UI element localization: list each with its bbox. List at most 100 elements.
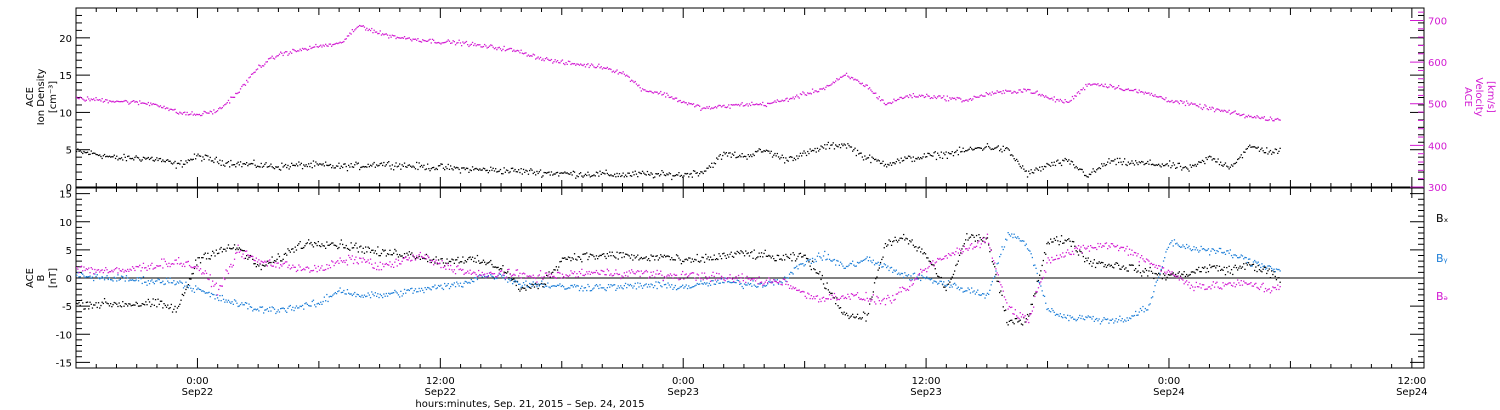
by-point bbox=[754, 285, 757, 287]
bx-point bbox=[273, 260, 276, 262]
velocity-point bbox=[900, 96, 902, 99]
bx-point bbox=[882, 256, 884, 258]
by-point bbox=[157, 278, 159, 280]
bz-point bbox=[706, 278, 708, 280]
velocity-point bbox=[441, 42, 443, 44]
bx-point bbox=[524, 287, 526, 289]
by-point bbox=[583, 287, 585, 289]
bz-point bbox=[327, 267, 329, 270]
density-point bbox=[654, 176, 656, 178]
velocity-point bbox=[1098, 85, 1100, 87]
bx-point bbox=[554, 269, 556, 271]
bx-point bbox=[299, 241, 301, 243]
by-point bbox=[180, 281, 182, 283]
bz-point bbox=[624, 274, 627, 277]
by-point bbox=[685, 284, 687, 286]
bx-point bbox=[339, 243, 341, 245]
by-point bbox=[609, 286, 611, 288]
density-point bbox=[216, 161, 219, 163]
bx-point bbox=[403, 253, 406, 255]
bz-point bbox=[984, 241, 986, 243]
density-point bbox=[247, 165, 249, 167]
by-point bbox=[1267, 265, 1269, 267]
velocity-point bbox=[141, 102, 143, 104]
bz-point bbox=[159, 265, 162, 267]
bx-point bbox=[1109, 265, 1111, 267]
bx-point bbox=[111, 306, 113, 308]
by-point bbox=[235, 300, 237, 302]
velocity-point bbox=[785, 98, 787, 100]
density-point bbox=[102, 155, 104, 157]
bz-point bbox=[1093, 247, 1095, 249]
bz-point bbox=[708, 276, 710, 278]
bz-point bbox=[431, 260, 434, 262]
density-point bbox=[935, 158, 938, 161]
velocity-point bbox=[1175, 100, 1177, 102]
density-point bbox=[985, 146, 987, 148]
bz-point bbox=[340, 260, 342, 262]
bz-point bbox=[1059, 254, 1061, 256]
velocity-point bbox=[446, 40, 448, 42]
bx-point bbox=[305, 243, 307, 245]
by-point bbox=[1141, 309, 1143, 312]
bz-point bbox=[488, 272, 491, 274]
velocity-point bbox=[399, 37, 401, 39]
velocity-point bbox=[434, 41, 436, 44]
by-point bbox=[978, 294, 980, 296]
velocity-point bbox=[655, 91, 657, 93]
by-point bbox=[1115, 318, 1117, 320]
bz-point bbox=[269, 259, 271, 261]
bz-point bbox=[740, 277, 742, 279]
bz-point bbox=[402, 257, 404, 260]
density-point bbox=[752, 153, 754, 155]
bz-point bbox=[192, 266, 194, 269]
velocity-point bbox=[746, 103, 748, 105]
by-point bbox=[991, 280, 993, 283]
density-point bbox=[920, 157, 922, 159]
bx-point bbox=[572, 258, 574, 260]
velocity-point bbox=[944, 98, 946, 101]
by-point bbox=[1143, 311, 1145, 313]
bx-point bbox=[949, 281, 951, 283]
velocity-point bbox=[546, 57, 548, 59]
by-point bbox=[904, 272, 906, 274]
density-point bbox=[748, 155, 751, 158]
density-point bbox=[1221, 164, 1223, 166]
by-point bbox=[434, 284, 436, 286]
velocity-point bbox=[910, 95, 912, 97]
bx-point bbox=[1059, 240, 1061, 243]
density-point bbox=[258, 165, 260, 168]
bz-point bbox=[287, 266, 289, 269]
bx-point bbox=[80, 299, 83, 301]
bz-point bbox=[520, 277, 522, 279]
by-point bbox=[91, 276, 94, 278]
bz-point bbox=[819, 298, 821, 300]
bz-point bbox=[1090, 245, 1092, 247]
density-point bbox=[522, 168, 525, 171]
velocity-point bbox=[444, 41, 446, 44]
velocity-point bbox=[859, 82, 861, 84]
bx-point bbox=[218, 252, 220, 254]
bz-point bbox=[644, 270, 646, 273]
density-point bbox=[1088, 173, 1091, 175]
by-point bbox=[1029, 250, 1031, 252]
by-point bbox=[1274, 271, 1276, 273]
by-point bbox=[374, 292, 376, 294]
by-point bbox=[1257, 261, 1259, 263]
density-point bbox=[805, 154, 808, 157]
by-point bbox=[871, 261, 873, 264]
by-point bbox=[956, 287, 958, 290]
bz-point bbox=[502, 274, 504, 276]
bx-point bbox=[113, 301, 115, 304]
by-point bbox=[950, 284, 952, 286]
bx-point bbox=[86, 301, 89, 303]
velocity-point bbox=[525, 52, 527, 54]
bz-point bbox=[428, 256, 430, 259]
velocity-point bbox=[869, 87, 871, 89]
bz-point bbox=[1012, 313, 1014, 315]
density-point bbox=[96, 154, 98, 156]
velocity-point bbox=[1111, 86, 1114, 88]
bz-point bbox=[383, 265, 385, 268]
